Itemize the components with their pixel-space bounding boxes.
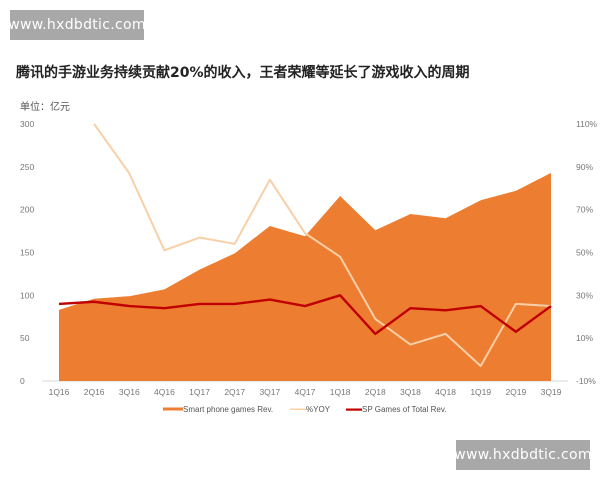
legend-label: SP Games of Total Rev. bbox=[362, 405, 446, 414]
right-tick-label: -10% bbox=[576, 376, 596, 386]
legend-label: Smart phone games Rev. bbox=[183, 405, 273, 414]
right-tick-label: 30% bbox=[576, 290, 593, 300]
x-tick-label: 1Q17 bbox=[189, 387, 210, 397]
legend-swatch bbox=[290, 408, 306, 410]
line-series-yoy bbox=[93, 123, 552, 368]
left-tick-label: 0 bbox=[20, 376, 25, 386]
x-tick-label: 3Q18 bbox=[400, 387, 421, 397]
x-tick-label: 3Q19 bbox=[541, 387, 562, 397]
line-series-sp-share bbox=[58, 294, 552, 336]
legend-swatch bbox=[163, 407, 183, 411]
watermark-top: www.hxdbdtic.com bbox=[8, 10, 145, 40]
right-tick-label: 10% bbox=[576, 333, 593, 343]
x-tick-label: 1Q19 bbox=[470, 387, 491, 397]
left-tick-label: 200 bbox=[20, 205, 34, 215]
left-tick-label: 100 bbox=[20, 290, 34, 300]
watermark-bottom: www.hxdbdtic.com bbox=[454, 440, 591, 470]
x-tick-label: 4Q17 bbox=[295, 387, 316, 397]
legend-swatch bbox=[346, 408, 362, 411]
legend-label: %YOY bbox=[306, 405, 331, 414]
right-tick-label: 70% bbox=[576, 205, 593, 215]
left-tick-label: 250 bbox=[20, 162, 34, 172]
x-tick-label: 4Q18 bbox=[435, 387, 456, 397]
left-tick-label: 300 bbox=[20, 119, 34, 129]
x-tick-label: 2Q17 bbox=[224, 387, 245, 397]
x-tick-label: 2Q18 bbox=[365, 387, 386, 397]
x-tick-label: 1Q16 bbox=[49, 387, 70, 397]
left-tick-label: 150 bbox=[20, 248, 34, 258]
x-tick-label: 3Q17 bbox=[259, 387, 280, 397]
area-series-smart-phone-games-rev bbox=[59, 172, 551, 381]
x-tick-label: 4Q16 bbox=[154, 387, 175, 397]
right-tick-label: 110% bbox=[576, 119, 598, 129]
chart-title: 腾讯的手游业务持续贡献20%的收入，王者荣耀等延长了游戏收入的周期 bbox=[16, 65, 470, 81]
x-tick-label: 3Q16 bbox=[119, 387, 140, 397]
x-tick-label: 1Q18 bbox=[330, 387, 351, 397]
right-tick-label: 90% bbox=[576, 162, 593, 172]
x-tick-label: 2Q16 bbox=[84, 387, 105, 397]
unit-label: 单位：亿元 bbox=[20, 102, 70, 113]
x-tick-label: 2Q19 bbox=[505, 387, 526, 397]
right-tick-label: 50% bbox=[576, 248, 593, 258]
left-tick-label: 50 bbox=[20, 333, 30, 343]
